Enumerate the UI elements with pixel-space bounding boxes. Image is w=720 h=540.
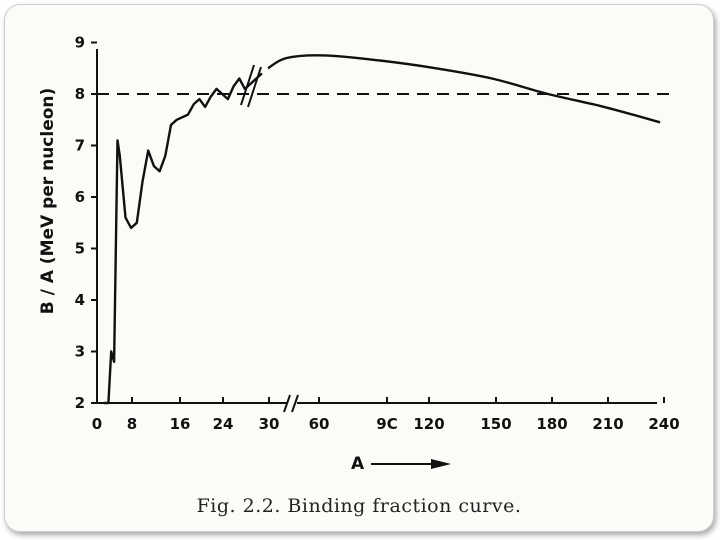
binding-curve-light-nuclei	[103, 72, 263, 405]
x-axis-label-group: A	[351, 454, 451, 474]
y-tick-label: 9	[75, 34, 85, 52]
x-tick-label: 30	[259, 415, 280, 433]
x-tick-label: 0	[92, 415, 102, 433]
x-tick-label: 180	[536, 415, 567, 433]
x-tick-label: 9C	[376, 415, 397, 433]
figure-caption: Fig. 2.2. Binding fraction curve.	[196, 495, 522, 517]
binding-curve-heavy-nuclei	[267, 54, 661, 124]
slide-frame: 2 3 4 5 6 7 8 9 0 8 16 24 30 60 9C 120 150 180 210 240 B /…	[4, 4, 714, 532]
x-tick-label: 16	[170, 415, 191, 433]
x-tick-label: 8	[127, 415, 137, 433]
x-axis-break-mark	[283, 394, 299, 413]
y-tick-label: 4	[75, 291, 85, 309]
x-axis-arrow-head	[431, 459, 451, 469]
x-tick-label: 150	[480, 415, 511, 433]
y-tick-label: 8	[75, 85, 85, 103]
y-tick-label: 3	[75, 343, 85, 361]
y-tick-label: 6	[75, 188, 85, 206]
binding-energy-chart: 2 3 4 5 6 7 8 9 0 8 16 24 30 60 9C 120 150 180 210 240 B /…	[38, 34, 680, 475]
y-tick-label: 7	[75, 137, 85, 155]
x-tick-label: 210	[592, 415, 623, 433]
y-axis-label: B / A (MeV per nucleon)	[38, 88, 58, 315]
x-axis-label: A	[351, 454, 365, 474]
y-tick-label: 2	[75, 394, 85, 412]
x-tick-label: 120	[413, 415, 444, 433]
y-tick-label: 5	[75, 240, 85, 258]
x-tick-label: 24	[213, 415, 234, 433]
x-tick-label: 240	[648, 415, 679, 433]
x-tick-label: 60	[309, 415, 330, 433]
